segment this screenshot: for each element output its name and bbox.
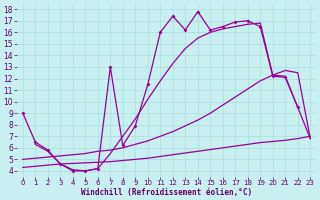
- X-axis label: Windchill (Refroidissement éolien,°C): Windchill (Refroidissement éolien,°C): [81, 188, 252, 197]
